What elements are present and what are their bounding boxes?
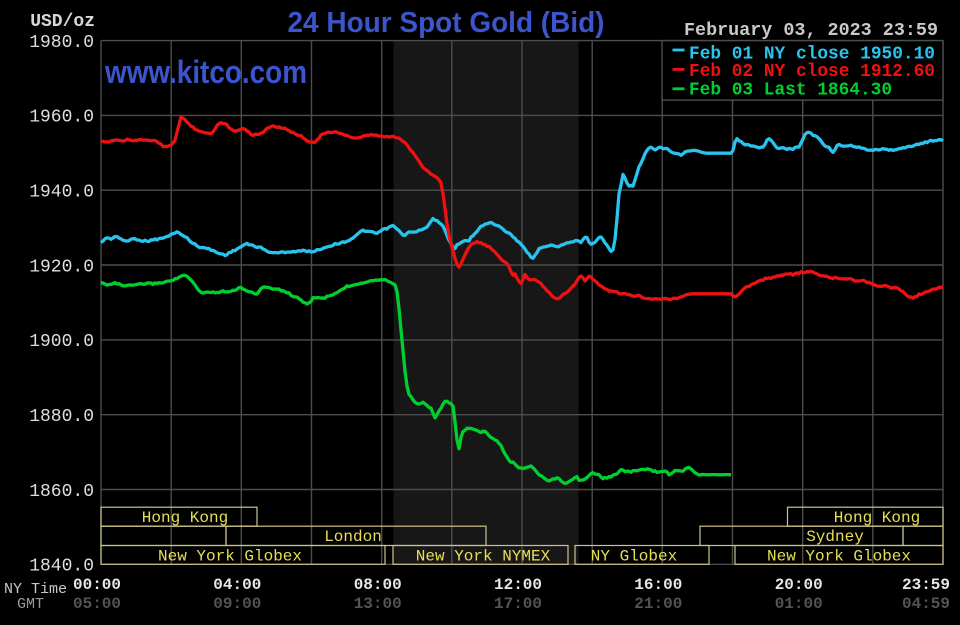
svg-text:12:00: 12:00 — [494, 576, 542, 594]
svg-text:1920.0: 1920.0 — [29, 257, 94, 277]
svg-text:GMT: GMT — [17, 596, 44, 613]
svg-text:1980.0: 1980.0 — [29, 33, 94, 53]
svg-text:Feb 03 Last 1864.30: Feb 03 Last 1864.30 — [689, 80, 892, 100]
svg-text:09:00: 09:00 — [213, 595, 261, 613]
svg-text:1900.0: 1900.0 — [29, 332, 94, 352]
svg-text:London: London — [324, 528, 382, 546]
svg-text:Sydney: Sydney — [806, 528, 864, 546]
svg-text:Hong Kong: Hong Kong — [142, 509, 228, 527]
svg-text:1940.0: 1940.0 — [29, 183, 94, 203]
svg-text:NY Globex: NY Globex — [591, 548, 677, 566]
svg-text:New York Globex: New York Globex — [158, 548, 302, 566]
svg-text:24 Hour Spot Gold (Bid): 24 Hour Spot Gold (Bid) — [288, 7, 605, 39]
svg-text:1960.0: 1960.0 — [29, 108, 94, 128]
svg-text:USD/oz: USD/oz — [30, 12, 95, 32]
svg-text:1860.0: 1860.0 — [29, 482, 94, 502]
svg-text:1840.0: 1840.0 — [29, 557, 94, 577]
svg-text:04:00: 04:00 — [213, 576, 261, 594]
svg-text:www.kitco.com: www.kitco.com — [104, 54, 307, 90]
svg-text:20:00: 20:00 — [775, 576, 823, 594]
svg-text:New York NYMEX: New York NYMEX — [416, 548, 551, 566]
svg-text:February 03, 2023 23:59: February 03, 2023 23:59 — [684, 21, 938, 41]
svg-text:05:00: 05:00 — [73, 595, 121, 613]
svg-text:Feb 01 NY close 1950.10: Feb 01 NY close 1950.10 — [689, 45, 935, 65]
svg-text:01:00: 01:00 — [775, 595, 823, 613]
svg-text:16:00: 16:00 — [634, 576, 682, 594]
svg-text:08:00: 08:00 — [354, 576, 402, 594]
svg-text:NY Time: NY Time — [4, 581, 67, 598]
svg-text:04:59: 04:59 — [902, 595, 950, 613]
svg-text:Feb 02 NY close 1912.60: Feb 02 NY close 1912.60 — [689, 62, 935, 82]
svg-text:Hong Kong: Hong Kong — [834, 509, 920, 527]
svg-text:17:00: 17:00 — [494, 595, 542, 613]
svg-text:00:00: 00:00 — [73, 576, 121, 594]
svg-text:1880.0: 1880.0 — [29, 407, 94, 427]
svg-text:New York Globex: New York Globex — [767, 548, 911, 566]
svg-text:13:00: 13:00 — [354, 595, 402, 613]
svg-text:23:59: 23:59 — [902, 576, 950, 594]
svg-text:21:00: 21:00 — [634, 595, 682, 613]
